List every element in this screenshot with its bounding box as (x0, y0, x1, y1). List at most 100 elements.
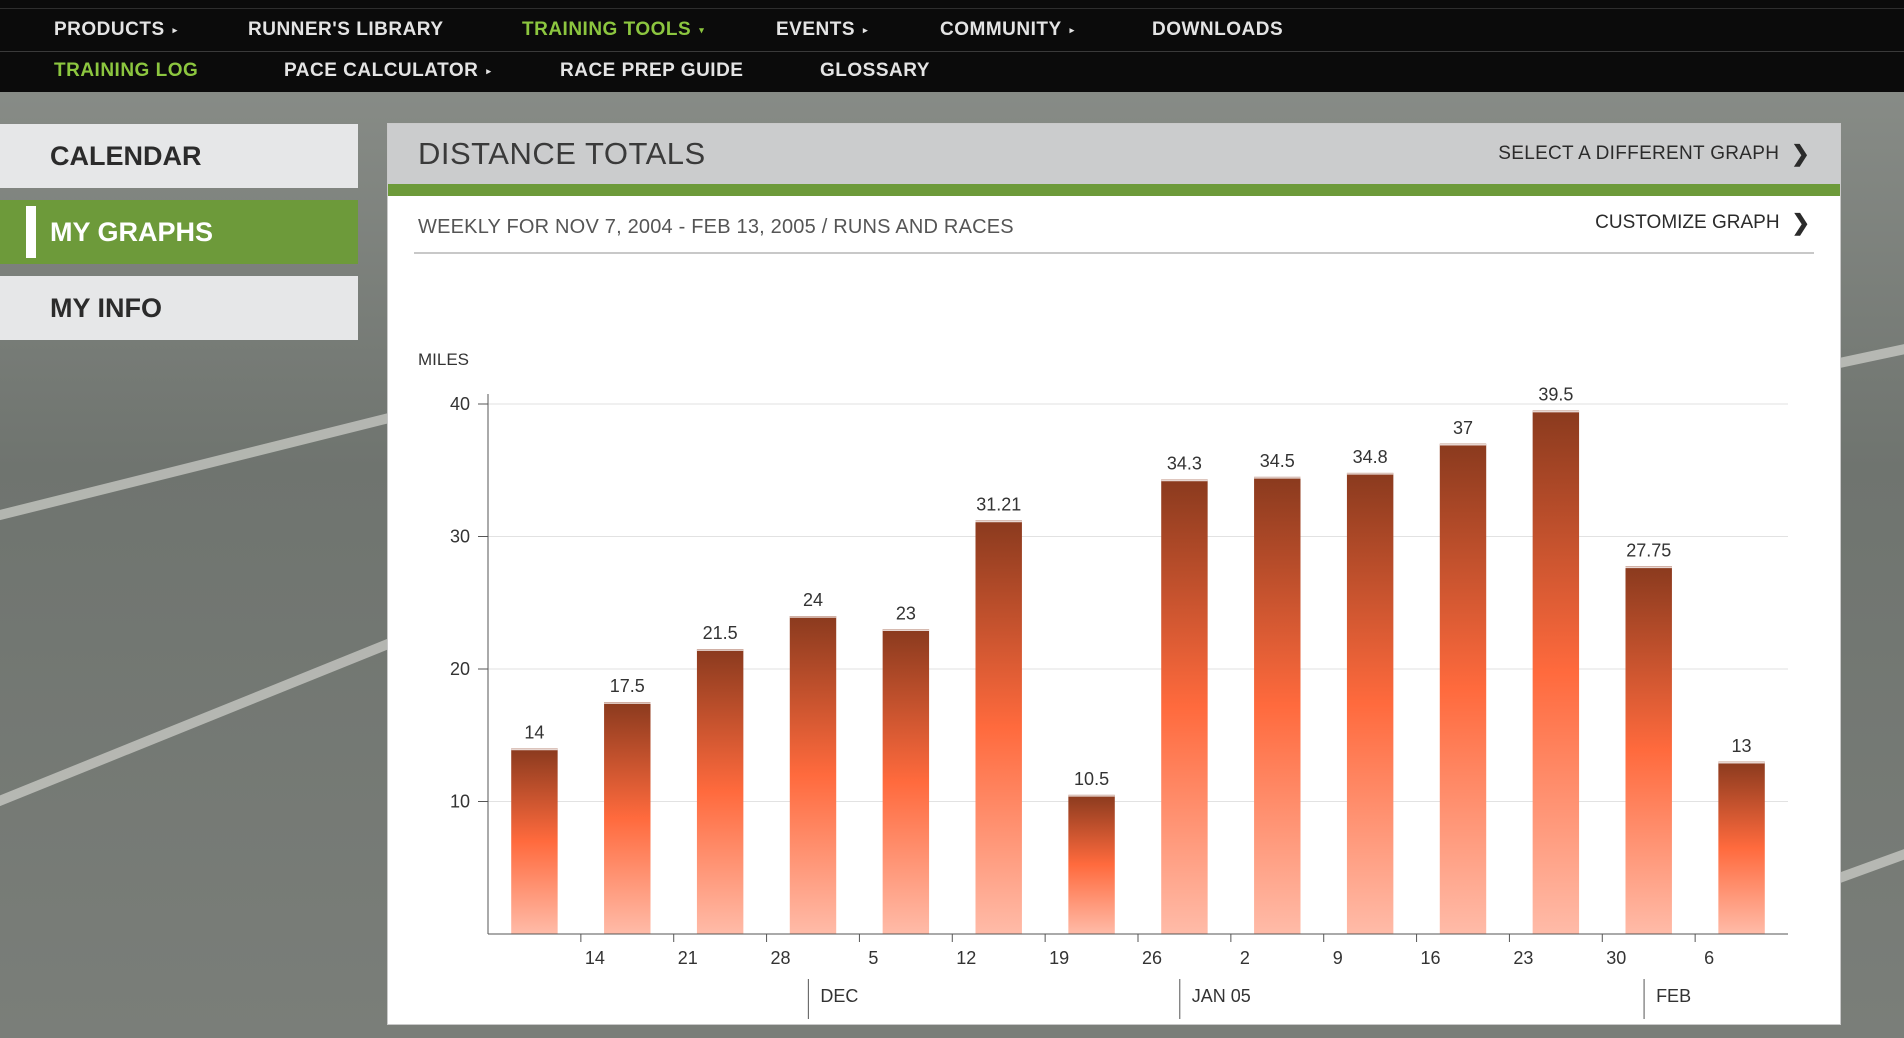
graph-subtitle: WEEKLY FOR NOV 7, 2004 - FEB 13, 2005 / … (418, 216, 1014, 238)
bar (975, 520, 1022, 934)
primary-nav-row: PRODUCTS ▸ RUNNER'S LIBRARY TRAINING TOOL… (0, 8, 1904, 52)
caret-down-icon: ▾ (699, 24, 705, 35)
axes: 10 20 30 40 14 21 28 5 12 19 26 2 9 16 23 30 6 DEC JAN 05 F… (450, 394, 1788, 1019)
x-tick-label: 16 (1421, 948, 1441, 968)
caret-right-icon: ▸ (172, 24, 178, 35)
x-tick-label: 19 (1049, 948, 1069, 968)
nav-products[interactable]: PRODUCTS ▸ (54, 9, 178, 51)
bar (696, 649, 744, 934)
month-label: DEC (820, 986, 858, 1006)
bar (882, 629, 930, 934)
sidebar-item-label: MY INFO (50, 292, 163, 323)
subnav-glossary-label: GLOSSARY (820, 60, 930, 81)
bar (1439, 443, 1487, 934)
subnav-training-log-label: TRAINING LOG (54, 60, 199, 81)
data-label: 34.3 (1167, 454, 1202, 474)
x-tick-label: 14 (585, 948, 605, 968)
data-label: 31.21 (976, 494, 1021, 514)
y-tick-label: 40 (450, 394, 470, 414)
bar (789, 616, 837, 934)
data-label: 17.5 (610, 676, 645, 696)
x-tick-label: 12 (956, 948, 976, 968)
nav-training-tools[interactable]: TRAINING TOOLS ▾ (522, 9, 704, 51)
background-road-marking (0, 625, 425, 830)
bar (1346, 472, 1394, 934)
nav-downloads-label: DOWNLOADS (1152, 19, 1284, 40)
x-tick-label: 6 (1704, 948, 1714, 968)
caret-right-icon: ▸ (1069, 24, 1075, 35)
nav-training-tools-label: TRAINING TOOLS (522, 19, 692, 40)
bar (1161, 479, 1208, 934)
nav-downloads[interactable]: DOWNLOADS (1152, 9, 1283, 51)
caret-right-icon: ▸ (863, 24, 869, 35)
divider (414, 252, 1814, 254)
x-tick-label: 23 (1513, 948, 1533, 968)
nav-runners-library[interactable]: RUNNER'S LIBRARY (248, 9, 444, 51)
data-label: 34.5 (1260, 451, 1295, 471)
subnav-race-prep-guide-label: RACE PREP GUIDE (560, 60, 744, 81)
y-tick-label: 10 (450, 792, 470, 812)
data-label: 34.8 (1353, 447, 1388, 467)
select-different-graph-label: SELECT A DIFFERENT GRAPH (1498, 143, 1780, 164)
nav-community[interactable]: COMMUNITY ▸ (940, 9, 1075, 51)
chevron-right-icon: ❯ (1791, 141, 1810, 166)
x-tick-label: 28 (771, 948, 791, 968)
chevron-right-icon: ❯ (1791, 210, 1810, 235)
distance-bar-chart: MILES 14 17.5 21.5 24 23 31.21 10.5 34.3 34.5 34.… (418, 350, 1788, 1019)
gridlines (478, 403, 1788, 802)
panel-header: DISTANCE TOTALS SELECT A DIFFERENT GRAPH… (388, 124, 1840, 184)
bar (604, 702, 651, 934)
month-label: FEB (1656, 986, 1691, 1006)
data-label: 14 (524, 723, 544, 743)
select-different-graph-link[interactable]: SELECT A DIFFERENT GRAPH ❯ (1498, 124, 1810, 184)
x-tick-label: 21 (678, 948, 698, 968)
sidebar-item-label: MY GRAPHS (50, 216, 214, 247)
panel-title: DISTANCE TOTALS (418, 136, 706, 171)
subnav-pace-calculator[interactable]: PACE CALCULATOR ▸ (284, 51, 491, 91)
graph-panel: DISTANCE TOTALS SELECT A DIFFERENT GRAPH… (388, 124, 1840, 1024)
x-tick-label: 5 (868, 948, 878, 968)
data-label: 24 (803, 590, 823, 610)
y-tick-label: 30 (450, 527, 470, 547)
nav-runners-library-label: RUNNER'S LIBRARY (248, 19, 444, 40)
x-tick-label: 2 (1240, 948, 1250, 968)
y-axis-label: MILES (418, 350, 469, 369)
nav-products-label: PRODUCTS (54, 19, 165, 40)
data-label: 21.5 (703, 623, 738, 643)
data-label: 27.75 (1626, 540, 1671, 560)
x-tick-label: 26 (1142, 948, 1162, 968)
data-label: 39.5 (1538, 385, 1573, 405)
month-label: JAN 05 (1192, 986, 1251, 1006)
subnav-race-prep-guide[interactable]: RACE PREP GUIDE (560, 51, 743, 91)
bars: 14 17.5 21.5 24 23 31.21 10.5 34.3 34.5 34.8 37 39.… (511, 385, 1765, 934)
secondary-nav-row: TRAINING LOG PACE CALCULATOR ▸ RACE PREP … (0, 51, 1904, 91)
bar (1625, 566, 1672, 934)
x-tick-label: 30 (1606, 948, 1626, 968)
nav-events[interactable]: EVENTS ▸ (776, 9, 868, 51)
data-label: 10.5 (1074, 769, 1109, 789)
subnav-glossary[interactable]: GLOSSARY (820, 51, 930, 91)
sidebar-item-my-graphs[interactable]: MY GRAPHS (0, 200, 358, 264)
customize-graph-label: CUSTOMIZE GRAPH (1595, 212, 1780, 233)
sidebar-item-my-info[interactable]: MY INFO (0, 276, 358, 340)
caret-right-icon: ▸ (486, 65, 492, 76)
bar (1718, 761, 1765, 934)
bar (1068, 794, 1115, 934)
top-navigation: PRODUCTS ▸ RUNNER'S LIBRARY TRAINING TOOL… (0, 0, 1904, 92)
y-tick-label: 20 (450, 659, 470, 679)
background-road-marking (1828, 318, 1904, 370)
data-label: 37 (1453, 418, 1473, 438)
background-road-marking (0, 408, 408, 530)
sidebar-item-calendar[interactable]: CALENDAR (0, 124, 358, 188)
bar (1532, 410, 1580, 934)
customize-graph-link[interactable]: CUSTOMIZE GRAPH ❯ (1595, 210, 1810, 236)
x-tick-label: 9 (1333, 948, 1343, 968)
subnav-training-log[interactable]: TRAINING LOG (54, 51, 198, 91)
nav-community-label: COMMUNITY (940, 19, 1062, 40)
bar (1254, 476, 1301, 934)
sidebar-item-label: CALENDAR (50, 140, 202, 171)
accent-bar (388, 184, 1840, 196)
data-label: 23 (896, 603, 916, 623)
subnav-pace-calculator-label: PACE CALCULATOR (284, 60, 479, 81)
nav-events-label: EVENTS (776, 19, 856, 40)
